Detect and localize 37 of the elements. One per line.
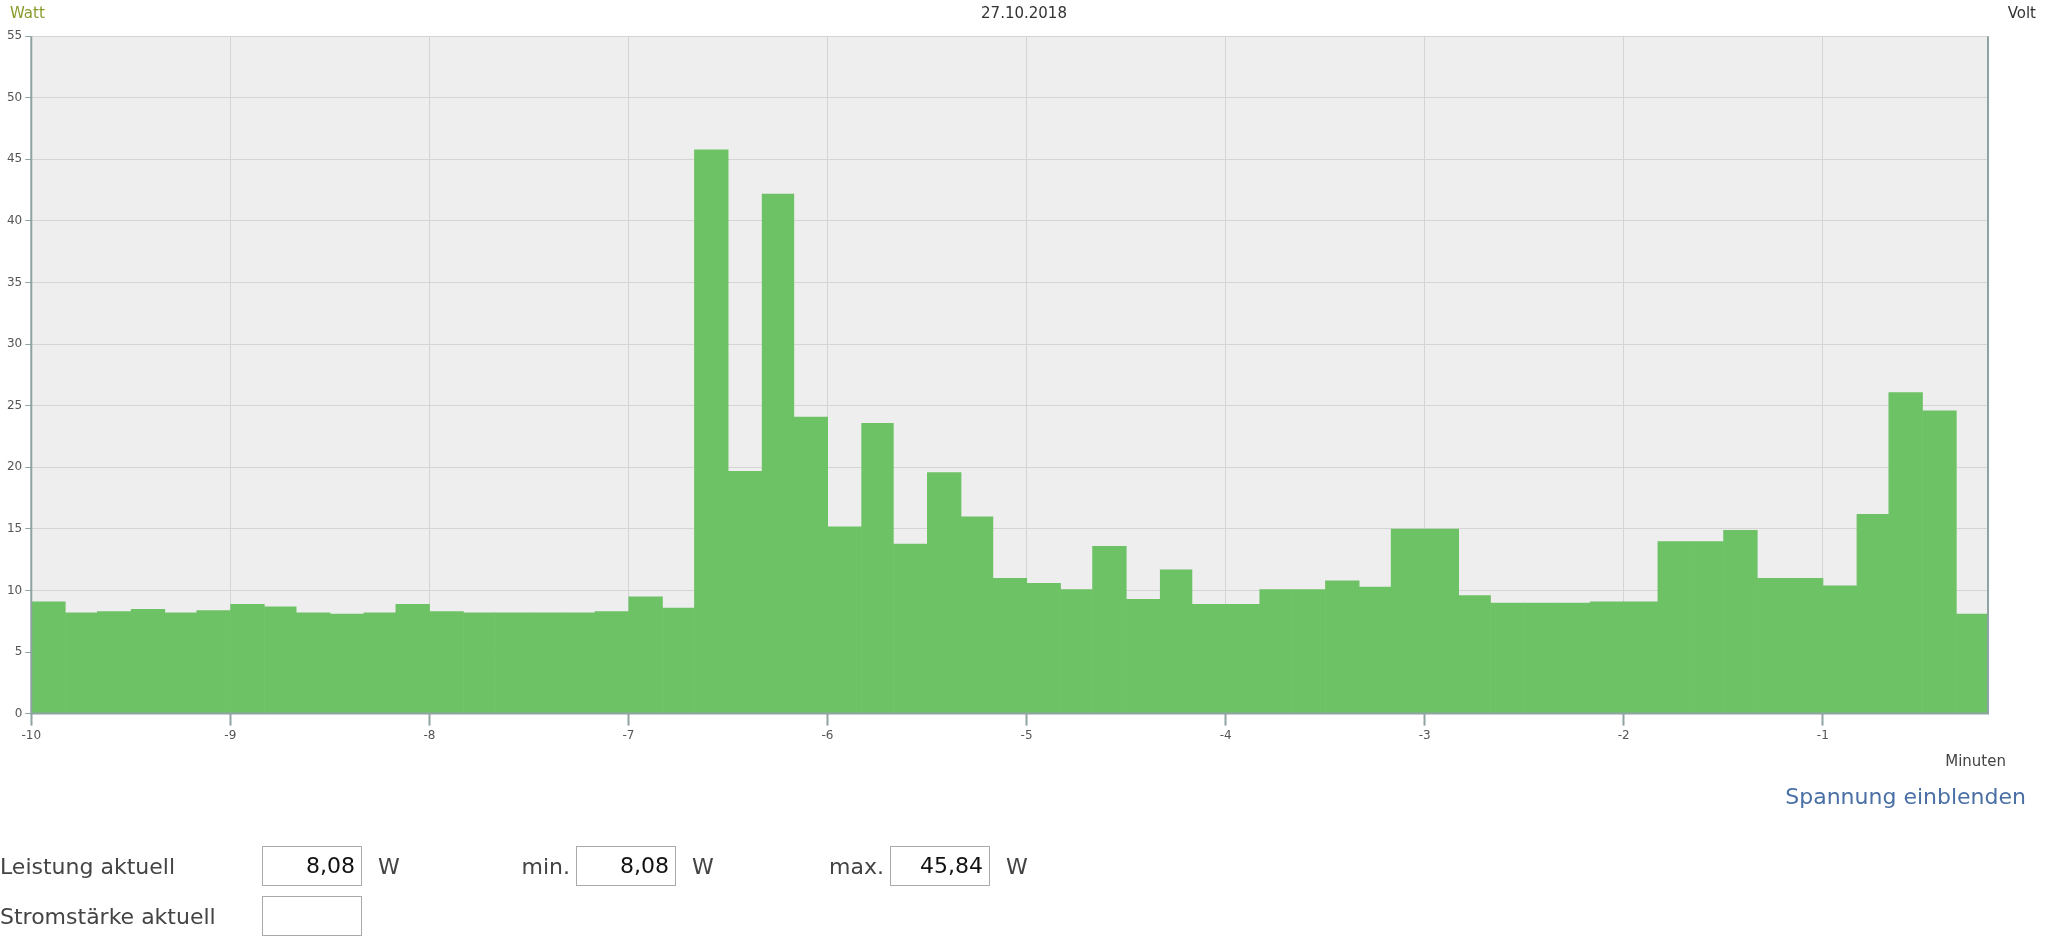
- text: min.: [520, 853, 571, 879]
- x-tick-label: -5: [1020, 727, 1033, 742]
- x-tick-label: -8: [423, 727, 436, 742]
- y-tick-label: 5: [14, 644, 23, 659]
- y-tick-label: 0: [14, 705, 23, 720]
- text: 8,08: [576, 846, 676, 886]
- x-axis-title: Minuten: [1945, 752, 2006, 770]
- y-tick-label: 50: [6, 89, 23, 104]
- x-tick-label: -3: [1418, 727, 1431, 742]
- x-tick-label: -7: [622, 727, 635, 742]
- chart-title: 27.10.2018: [981, 4, 1067, 22]
- y-tick-label: 45: [6, 151, 23, 166]
- y-tick-label: 55: [6, 28, 23, 43]
- text: 45,84: [890, 846, 990, 886]
- y-axis-title: Watt: [10, 4, 45, 22]
- text: W: [1006, 853, 1029, 879]
- text: W: [378, 853, 401, 879]
- y-tick-label: 25: [6, 397, 23, 412]
- y-tick-label: 20: [6, 459, 23, 474]
- text: Spannung einblenden: [1785, 784, 2026, 809]
- text: W: [692, 853, 715, 879]
- y-tick-label: 15: [6, 520, 23, 535]
- y-tick-label: 10: [6, 582, 23, 597]
- x-tick-label: -6: [821, 727, 834, 742]
- x-tick-label: -10: [21, 727, 42, 742]
- y2-axis-title: Volt: [2007, 4, 2036, 22]
- text: Stromstärke aktuell: [0, 903, 217, 929]
- text: Leistung aktuell: [0, 853, 176, 879]
- x-tick-label: -9: [224, 727, 237, 742]
- y-tick-label: 35: [6, 274, 23, 289]
- y-tick-label: 30: [6, 336, 23, 351]
- y-tick-label: 40: [6, 213, 23, 228]
- text: max.: [828, 853, 885, 879]
- x-tick-label: -4: [1219, 727, 1232, 742]
- x-tick-label: -2: [1617, 727, 1630, 742]
- x-tick-label: -1: [1816, 727, 1829, 742]
- text: 8,08: [262, 846, 362, 886]
